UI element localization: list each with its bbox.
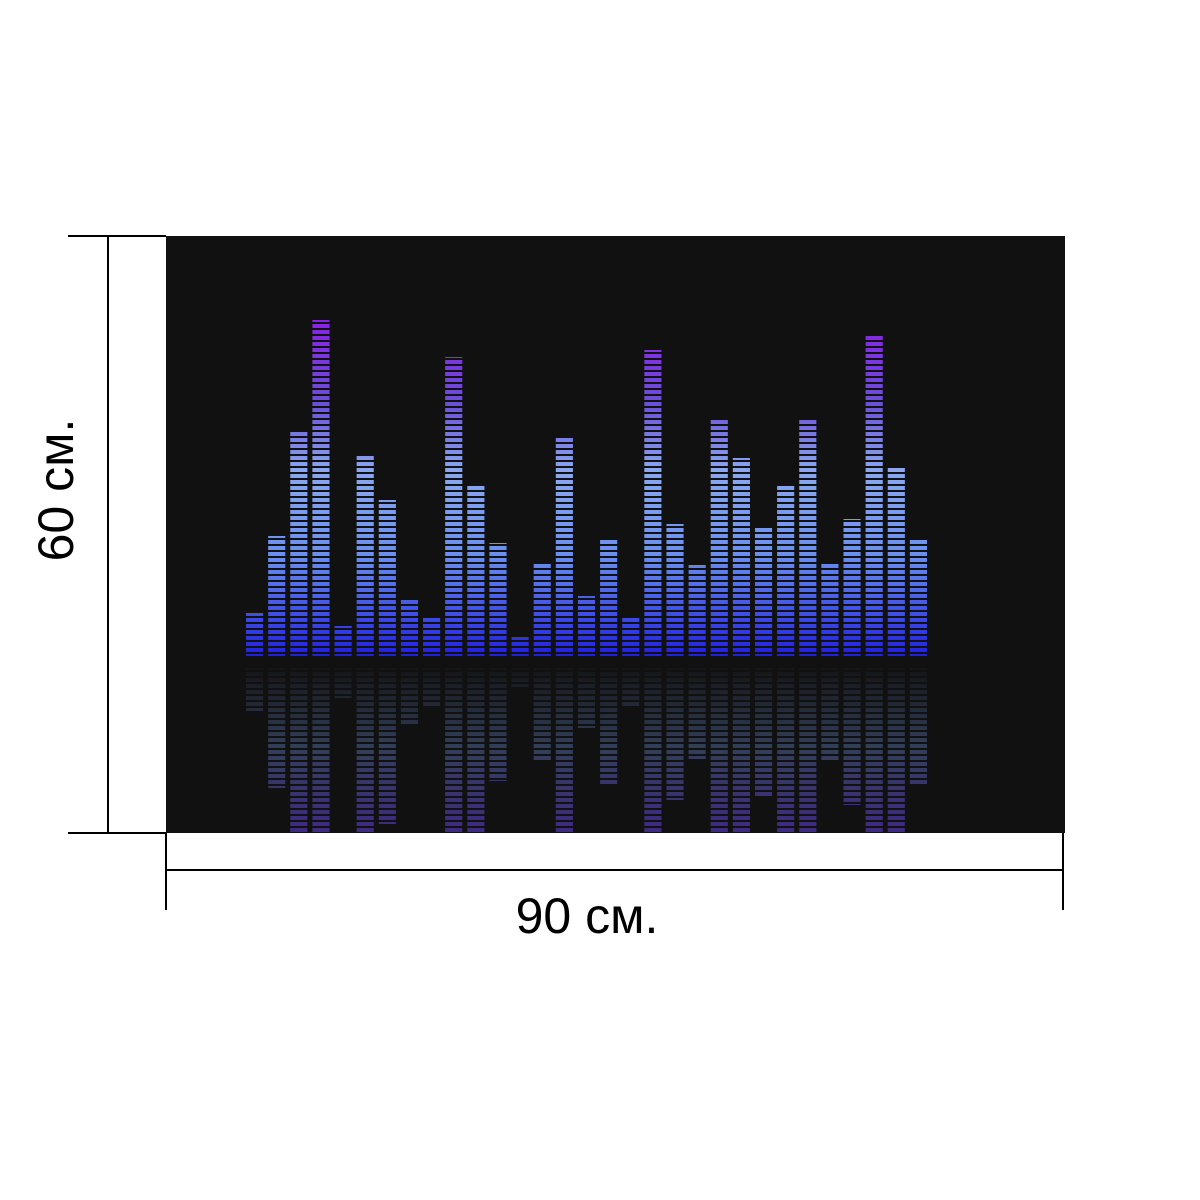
segment-stripes	[166, 300, 1065, 833]
width-label: 90 см.	[516, 888, 659, 944]
height-label: 60 см.	[28, 419, 84, 562]
